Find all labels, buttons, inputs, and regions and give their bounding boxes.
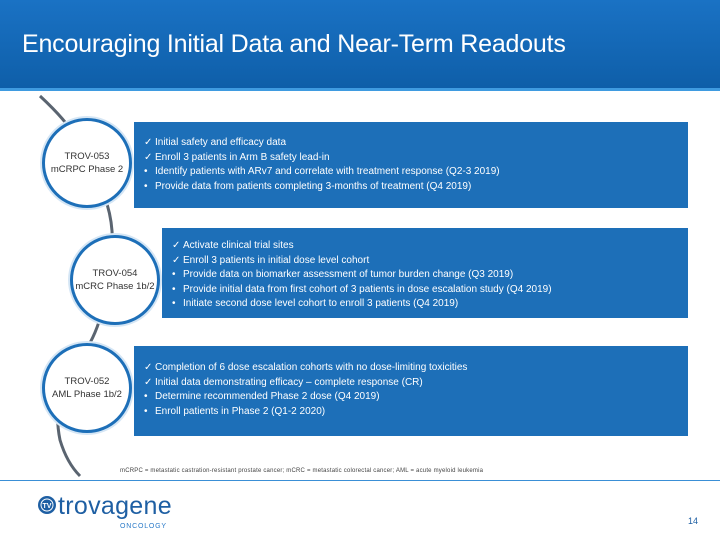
milestone-list-3: ✓ Completion of 6 dose escalation cohorts… — [134, 346, 688, 419]
program-indication-2: mCRC Phase 1b/2 — [75, 281, 155, 292]
milestone-item: ✓ Initial safety and efficacy data — [144, 136, 688, 151]
program-box-1: ✓ Initial safety and efficacy data ✓ Enrol… — [134, 122, 688, 208]
milestone-item: ✓ Completion of 6 dose escalation cohorts… — [144, 361, 688, 376]
slide-title: Encouraging Initial Data and Near-Term R… — [22, 30, 566, 58]
milestone-item: ✓ Enroll 3 patients in Arm B safety lead-… — [144, 151, 688, 166]
milestone-text: Provide initial data from first cohort o… — [183, 283, 552, 295]
milestone-item: ✓ Initial data demonstrating efficacy – c… — [144, 376, 688, 391]
milestone-text: Provide data from patients completing 3-… — [155, 180, 472, 192]
logo-mark-icon: TV — [38, 496, 56, 514]
bullet-icon: • — [144, 405, 148, 417]
milestone-text: Enroll 3 patients in initial dose level … — [183, 254, 370, 266]
check-icon: ✓ — [172, 254, 181, 266]
milestone-item: • Enroll patients in Phase 2 (Q1-2 2020) — [144, 405, 688, 420]
logo-subtitle: ONCOLOGY — [120, 523, 167, 530]
bullet-icon: • — [144, 166, 148, 177]
milestone-text: Determine recommended Phase 2 dose (Q4 2… — [155, 391, 380, 402]
milestone-text: Completion of 6 dose escalation cohorts … — [155, 362, 468, 373]
svg-text:TV: TV — [43, 503, 52, 510]
check-icon: ✓ — [172, 240, 181, 251]
milestone-item: • Identify patients with ARv7 and correla… — [144, 165, 688, 180]
milestone-text: Initial data demonstrating efficacy – co… — [155, 376, 423, 388]
milestone-item: ✓ Enroll 3 patients in initial dose level… — [172, 254, 688, 269]
program-name-1: TROV-053 — [64, 151, 110, 162]
milestone-item: • Provide initial data from first cohort … — [172, 283, 688, 298]
bullet-icon: • — [172, 298, 176, 309]
footer-divider — [0, 480, 720, 481]
milestone-item: • Provide data on biomarker assessment of… — [172, 268, 688, 283]
bullet-icon: • — [144, 391, 148, 402]
milestone-text: Activate clinical trial sites — [183, 240, 294, 251]
program-circle-1: TROV-053 mCRPC Phase 2 — [42, 118, 132, 208]
header-stripe — [0, 88, 720, 91]
check-icon: ✓ — [144, 137, 153, 148]
milestone-item: ✓ Activate clinical trial sites — [172, 239, 688, 254]
program-box-3: ✓ Completion of 6 dose escalation cohorts… — [134, 346, 688, 436]
bullet-icon: • — [144, 180, 148, 192]
program-indication-1: mCRPC Phase 2 — [50, 164, 124, 175]
check-icon: ✓ — [144, 362, 153, 373]
milestone-text: Enroll 3 patients in Arm B safety lead-i… — [155, 151, 330, 163]
program-name-2: TROV-054 — [92, 268, 138, 279]
logo-wordmark: trovagene — [58, 492, 172, 520]
milestone-list-1: ✓ Initial safety and efficacy data ✓ Enrol… — [134, 122, 688, 194]
milestone-text: Initial safety and efficacy data — [155, 137, 287, 148]
program-box-2: ✓ Activate clinical trial sites ✓ Enroll 3… — [162, 228, 688, 318]
milestone-text: Initiate second dose level cohort to enr… — [183, 298, 459, 309]
milestone-list-2: ✓ Activate clinical trial sites ✓ Enroll 3… — [162, 228, 688, 312]
milestone-text: Identify patients with ARv7 and correlat… — [155, 166, 500, 177]
abbreviation-footnote: mCRPC = metastatic castration-resistant … — [120, 468, 484, 474]
program-name-3: TROV-052 — [64, 376, 110, 387]
milestone-item: • Initiate second dose level cohort to en… — [172, 297, 688, 312]
milestone-item: • Provide data from patients completing 3… — [144, 180, 688, 195]
page-number: 14 — [688, 516, 699, 526]
milestone-text: Provide data on biomarker assessment of … — [183, 269, 514, 280]
program-circle-3: TROV-052 AML Phase 1b/2 — [42, 343, 132, 433]
milestone-text: Enroll patients in Phase 2 (Q1-2 2020) — [155, 405, 326, 417]
bullet-icon: • — [172, 283, 176, 295]
program-circle-2: TROV-054 mCRC Phase 1b/2 — [70, 235, 160, 325]
check-icon: ✓ — [144, 151, 153, 163]
bullet-icon: • — [172, 269, 176, 280]
slide-header: Encouraging Initial Data and Near-Term R… — [0, 0, 720, 91]
check-icon: ✓ — [144, 376, 153, 388]
program-indication-3: AML Phase 1b/2 — [52, 389, 122, 400]
milestone-item: • Determine recommended Phase 2 dose (Q4 … — [144, 390, 688, 405]
